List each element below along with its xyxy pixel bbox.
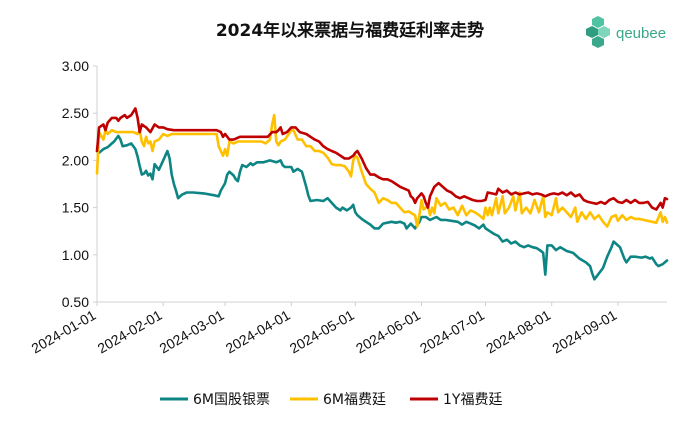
chart-legend: 6M国股银票 6M福费廷 1Y福费廷 (160, 392, 502, 408)
brand-name: qeubee (616, 25, 666, 42)
y-tick-label: 0.50 (62, 294, 89, 310)
series-line-1 (95, 134, 669, 281)
legend-label: 1Y福费廷 (443, 392, 502, 408)
y-tick-label: 3.00 (62, 58, 89, 74)
chart-series (95, 107, 669, 281)
y-tick-label: 1.00 (62, 247, 89, 263)
x-tick-label: 2024-04-01 (223, 307, 293, 357)
x-tick-label: 2024-09-01 (549, 307, 619, 357)
legend-label: 6M国股银票 (193, 392, 270, 408)
x-tick-label: 2024-08-01 (483, 307, 553, 357)
chart-axes: 3.002.502.001.501.000.502024-01-012024-0… (28, 58, 667, 356)
x-tick-label: 2024-07-01 (417, 307, 487, 357)
brand-logo: qeubee (586, 16, 666, 48)
x-tick-label: 2024-03-01 (157, 307, 227, 357)
x-tick-label: 2024-06-01 (353, 307, 423, 357)
x-tick-label: 2024-02-01 (95, 307, 165, 357)
x-tick-label: 2024-05-01 (287, 307, 357, 357)
x-tick-label: 2024-01-01 (28, 307, 98, 357)
legend-label: 6M福费廷 (323, 392, 386, 408)
series-line-2 (95, 113, 669, 228)
y-tick-label: 2.00 (62, 152, 89, 168)
cube-logo-icon (586, 16, 610, 48)
series-line-3 (95, 107, 669, 211)
y-tick-label: 2.50 (62, 105, 89, 121)
y-tick-label: 1.50 (62, 200, 89, 216)
chart-title: 2024年以来票据与福费廷利率走势 (216, 20, 484, 41)
